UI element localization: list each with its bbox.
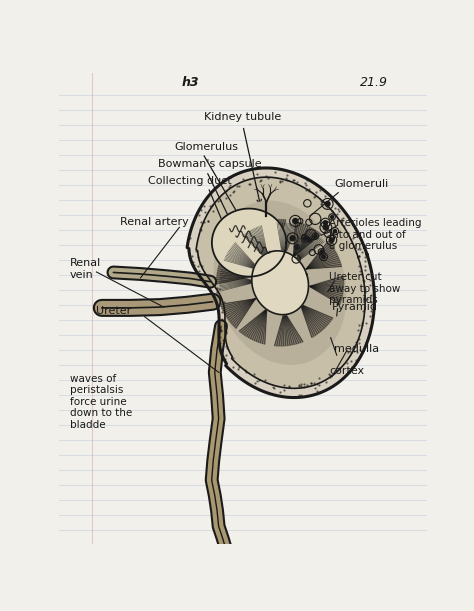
- Circle shape: [330, 216, 334, 218]
- Circle shape: [323, 221, 328, 225]
- Polygon shape: [252, 251, 309, 315]
- Text: Pyramid: Pyramid: [332, 302, 378, 312]
- Circle shape: [290, 236, 295, 241]
- Text: medulla: medulla: [334, 344, 380, 354]
- Text: Glomerulus: Glomerulus: [174, 142, 238, 152]
- Circle shape: [329, 238, 334, 243]
- Polygon shape: [239, 309, 267, 344]
- Polygon shape: [257, 219, 286, 254]
- Text: Ureter: Ureter: [96, 306, 132, 315]
- Polygon shape: [293, 222, 321, 257]
- Circle shape: [320, 251, 323, 253]
- Text: Kidney tubule: Kidney tubule: [204, 112, 282, 122]
- Circle shape: [314, 235, 317, 238]
- Text: waves of
peristalsis
force urine
down to the
bladde: waves of peristalsis force urine down to…: [70, 373, 132, 430]
- Text: Ureter cut
away to show
pyramids: Ureter cut away to show pyramids: [329, 272, 401, 305]
- Circle shape: [323, 225, 328, 230]
- Circle shape: [303, 237, 306, 240]
- Polygon shape: [217, 256, 251, 284]
- Text: cortex: cortex: [329, 365, 364, 376]
- Text: Collecting duct: Collecting duct: [148, 176, 232, 186]
- Polygon shape: [212, 208, 286, 277]
- Polygon shape: [220, 299, 255, 328]
- Polygon shape: [300, 304, 333, 337]
- Polygon shape: [310, 276, 344, 304]
- Text: Arterioles leading
into and out of
a glomerulus: Arterioles leading into and out of a glo…: [329, 218, 421, 251]
- Circle shape: [325, 202, 330, 207]
- Polygon shape: [196, 177, 365, 389]
- Text: Bowman's capsule: Bowman's capsule: [158, 159, 262, 169]
- Text: Renal
vein: Renal vein: [70, 258, 101, 280]
- Polygon shape: [274, 312, 303, 346]
- Text: Renal artery: Renal artery: [120, 217, 189, 227]
- Text: h3: h3: [182, 76, 200, 89]
- Text: Glomeruli: Glomeruli: [334, 179, 389, 189]
- Polygon shape: [228, 228, 260, 262]
- Polygon shape: [187, 168, 374, 398]
- Polygon shape: [214, 201, 346, 364]
- Circle shape: [296, 246, 298, 248]
- Circle shape: [322, 255, 325, 258]
- Circle shape: [333, 230, 337, 233]
- Text: 21.9: 21.9: [360, 76, 388, 89]
- Circle shape: [293, 219, 298, 224]
- Polygon shape: [306, 241, 341, 269]
- Circle shape: [308, 239, 310, 241]
